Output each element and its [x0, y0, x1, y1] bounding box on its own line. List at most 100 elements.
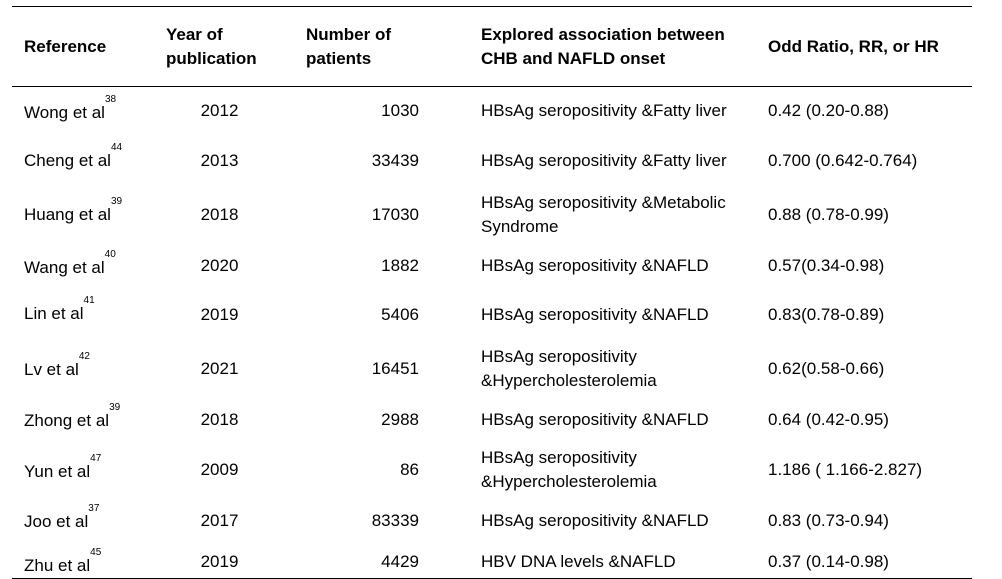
ratio-value: 1.186 ( 1.166-2.827) — [768, 460, 923, 479]
table-row: Wong et al 38 2012 1030 HBsAg seropositiv… — [12, 87, 972, 135]
reference-author: Lv et al — [24, 360, 79, 379]
ratio-value: 0.62(0.58-0.66) — [768, 358, 885, 378]
ratio-value: 0.57(0.34-0.98) — [768, 256, 885, 275]
reference-author: Cheng et al — [24, 151, 111, 170]
cell-patients: 2988 — [294, 396, 469, 443]
header-year-line1: Year of — [166, 24, 223, 44]
header-association-line1: Explored association between — [481, 24, 725, 44]
cell-year: 2018 — [153, 186, 294, 243]
reference-author: Zhu et al — [24, 556, 91, 575]
header-reference: Reference — [12, 35, 153, 59]
cell-association: HBsAg seropositivity &NAFLD — [469, 243, 755, 289]
table-row: Zhong et al 39 2018 2988 HBsAg seropositi… — [12, 396, 972, 443]
header-patients-line1: Number of — [306, 24, 391, 44]
year-value: 2018 — [200, 409, 239, 429]
ratio-value: 0.88 (0.78-0.99) — [768, 204, 889, 224]
table-row: Cheng et al 44 2013 33439 HBsAg seroposit… — [12, 135, 972, 186]
patients-value: 16451 — [371, 358, 419, 378]
cell-patients: 17030 — [294, 186, 469, 243]
cell-reference: Huang et al 39 — [12, 186, 153, 243]
year-value: 2017 — [200, 511, 239, 530]
cell-year: 2012 — [153, 87, 294, 135]
cell-ratio: 0.62(0.58-0.66) — [755, 341, 972, 396]
cell-reference: Lin et al 41 — [12, 289, 153, 341]
cell-association: HBsAg seropositivity &NAFLD — [469, 396, 755, 443]
association-line1: HBsAg seropositivity &NAFLD — [481, 256, 709, 275]
table-row: Huang et al 39 2018 17030 HBsAg seroposit… — [12, 186, 972, 243]
header-year-line2: publication — [166, 48, 257, 68]
reference-author: Wong et al — [24, 103, 105, 122]
cell-ratio: 0.83 (0.73-0.94) — [755, 497, 972, 545]
cell-ratio: 0.700 (0.642-0.764) — [755, 135, 972, 186]
association-table: Reference Year of publication Number of … — [12, 6, 972, 579]
association-line1: HBsAg seropositivity — [481, 448, 637, 467]
cell-ratio: 0.42 (0.20-0.88) — [755, 87, 972, 135]
cell-year: 2019 — [153, 545, 294, 578]
cell-reference: Yun et al 47 — [12, 443, 153, 497]
year-value: 2013 — [200, 150, 239, 170]
top-rule — [12, 6, 972, 7]
cell-reference: Joo et al 37 — [12, 497, 153, 545]
patients-value: 83339 — [371, 511, 419, 530]
cell-reference: Lv et al 42 — [12, 341, 153, 396]
ratio-value: 0.42 (0.20-0.88) — [768, 101, 889, 120]
cell-association: HBsAg seropositivity &Hypercholesterolem… — [469, 341, 755, 396]
reference-author: Wang et al — [24, 258, 105, 277]
patients-value: 4429 — [381, 551, 419, 571]
reference-author: Huang et al — [24, 205, 111, 224]
cell-reference: Wang et al 40 — [12, 243, 153, 289]
patients-value: 2988 — [381, 409, 419, 429]
ratio-value: 0.83 (0.73-0.94) — [768, 511, 889, 530]
year-value: 2018 — [200, 204, 239, 224]
patients-value: 1030 — [381, 101, 419, 120]
cell-year: 2019 — [153, 289, 294, 341]
cell-patients: 16451 — [294, 341, 469, 396]
cell-ratio: 0.64 (0.42-0.95) — [755, 396, 972, 443]
cell-year: 2013 — [153, 135, 294, 186]
ratio-value: 0.64 (0.42-0.95) — [768, 409, 889, 429]
table-row: Lv et al 42 2021 16451 HBsAg seropositivi… — [12, 341, 972, 396]
cell-reference: Zhong et al 39 — [12, 396, 153, 443]
association-line1: HBsAg seropositivity — [481, 346, 637, 366]
table-row: Lin et al 41 2019 5406 HBsAg seropositivi… — [12, 289, 972, 341]
association-line1: HBsAg seropositivity &Fatty liver — [481, 101, 727, 120]
header-patients-line2: patients — [306, 48, 372, 68]
patients-value: 33439 — [371, 150, 419, 170]
year-value: 2019 — [200, 305, 239, 324]
reference-author: Yun et al — [24, 462, 91, 481]
cell-patients: 83339 — [294, 497, 469, 545]
cell-patients: 33439 — [294, 135, 469, 186]
cell-reference: Zhu et al 45 — [12, 545, 153, 578]
cell-ratio: 0.88 (0.78-0.99) — [755, 186, 972, 243]
cell-ratio: 1.186 ( 1.166-2.827) — [755, 443, 972, 497]
header-row: Reference Year of publication Number of … — [12, 7, 972, 86]
cell-year: 2021 — [153, 341, 294, 396]
header-year: Year of publication — [153, 23, 294, 71]
header-ratio: Odd Ratio, RR, or HR — [755, 35, 972, 59]
patients-value: 86 — [400, 460, 419, 479]
header-patients: Number of patients — [294, 23, 469, 71]
cell-association: HBV DNA levels &NAFLD — [469, 545, 755, 578]
cell-year: 2020 — [153, 243, 294, 289]
patients-value: 17030 — [371, 204, 419, 224]
year-value: 2020 — [200, 256, 239, 275]
cell-patients: 4429 — [294, 545, 469, 578]
cell-reference: Cheng et al 44 — [12, 135, 153, 186]
cell-patients: 1030 — [294, 87, 469, 135]
header-rule — [12, 86, 972, 87]
cell-reference: Wong et al 38 — [12, 87, 153, 135]
year-value: 2019 — [200, 551, 239, 571]
cell-association: HBsAg seropositivity &Fatty liver — [469, 135, 755, 186]
cell-patients: 86 — [294, 443, 469, 497]
cell-association: HBsAg seropositivity &Hypercholesterolem… — [469, 443, 755, 497]
reference-author: Joo et al — [24, 512, 89, 531]
reference-author: Lin et al — [24, 304, 84, 323]
ratio-value: 0.37 (0.14-0.98) — [768, 551, 889, 571]
year-value: 2012 — [200, 101, 239, 120]
cell-association: HBsAg seropositivity &Fatty liver — [469, 87, 755, 135]
association-line1: HBV DNA levels &NAFLD — [481, 551, 676, 571]
association-line1: HBsAg seropositivity &Metabolic — [481, 192, 726, 212]
association-line1: HBsAg seropositivity &NAFLD — [481, 511, 709, 530]
cell-ratio: 0.37 (0.14-0.98) — [755, 545, 972, 578]
association-line2: Syndrome — [481, 216, 559, 236]
